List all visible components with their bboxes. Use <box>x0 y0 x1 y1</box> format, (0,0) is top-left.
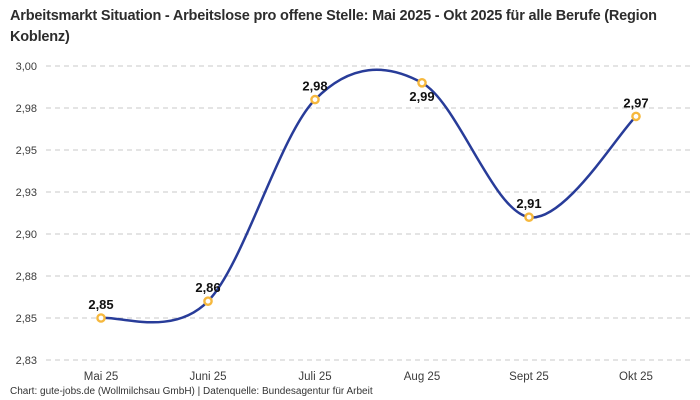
y-axis-tick-label: 3,00 <box>16 61 37 73</box>
data-point-marker <box>417 78 427 88</box>
x-axis-tick-label: Okt 25 <box>619 371 653 383</box>
x-axis-tick-label: Juli 25 <box>298 371 331 383</box>
data-point-label: 2,98 <box>302 79 327 94</box>
data-point-label: 2,91 <box>516 196 541 211</box>
chart-title: Arbeitsmarkt Situation - Arbeitslose pro… <box>10 8 657 45</box>
x-axis-tick-label: Mai 25 <box>84 371 119 383</box>
chart-credit: Chart: gute-jobs.de (Wollmilchsau GmbH) … <box>10 386 373 397</box>
data-point-marker <box>96 313 106 323</box>
x-axis-tick-label: Aug 25 <box>404 371 440 383</box>
data-point-label: 2,99 <box>409 89 434 104</box>
data-point-label: 2,85 <box>88 297 113 312</box>
data-point-marker <box>310 94 320 105</box>
y-axis-tick-label: 2,83 <box>16 355 37 367</box>
x-axis-tick-label: Juni 25 <box>189 371 226 383</box>
data-point-marker <box>524 212 534 222</box>
data-point-marker <box>203 296 213 307</box>
y-axis-tick-label: 2,98 <box>16 103 37 115</box>
data-point-label: 2,97 <box>623 95 648 110</box>
y-axis-tick-label: 2,85 <box>16 313 37 325</box>
y-axis-tick-label: 2,90 <box>16 229 37 241</box>
y-axis-tick-label: 2,95 <box>16 145 37 157</box>
data-point-label: 2,86 <box>195 280 220 295</box>
y-axis-tick-label: 2,88 <box>16 271 37 283</box>
x-axis-tick-label: Sept 25 <box>509 371 549 383</box>
y-axis-tick-label: 2,93 <box>16 187 37 199</box>
data-point-marker <box>631 111 641 122</box>
